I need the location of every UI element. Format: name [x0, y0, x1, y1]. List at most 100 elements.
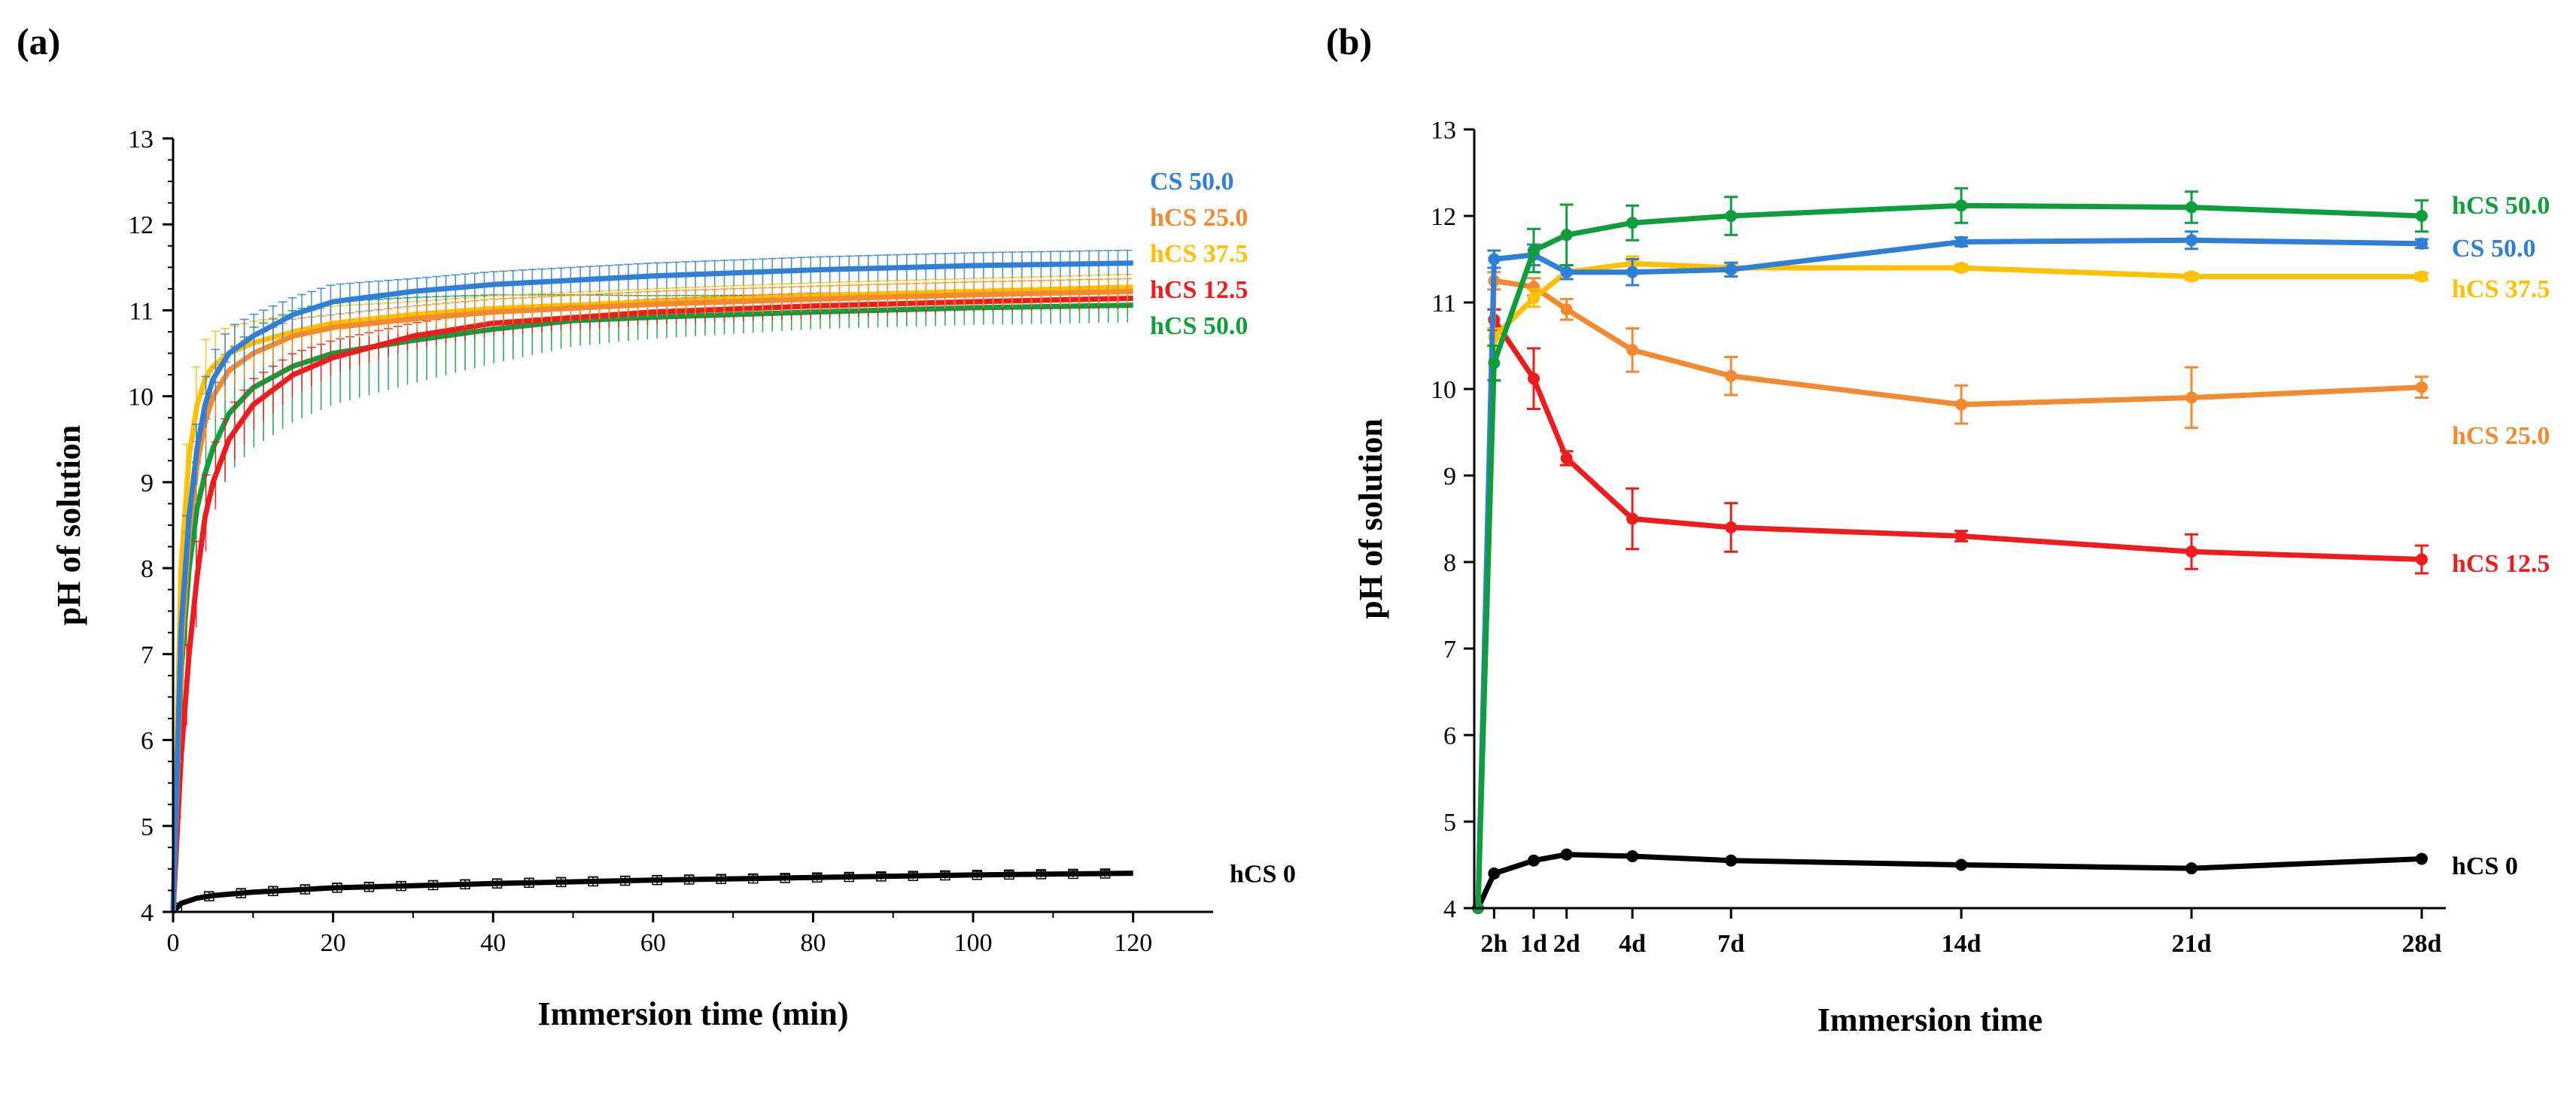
- chart-b-point: [2185, 862, 2198, 875]
- chart-b-x-ticks: 2h 1d 2d 4d 7d 14d 21d 28d: [1480, 908, 2442, 958]
- chart-b-point: [1626, 217, 1639, 229]
- chart-a-y-tick-label: 10: [128, 384, 154, 412]
- chart-b-x-tick-label: 14d: [1942, 930, 1981, 958]
- chart-a-y-tick-label: 13: [128, 126, 154, 153]
- chart-a-x-tick-label: 60: [640, 929, 666, 957]
- chart-a-series-hcs-12-5: [170, 287, 1133, 913]
- chart-a-x-tick-label: 40: [480, 929, 506, 957]
- chart-b-point: [1725, 369, 1738, 382]
- chart-b-point: [1560, 848, 1573, 861]
- chart-a-plot-area: [170, 249, 1133, 914]
- chart-a-line: [170, 260, 1133, 913]
- chart-a-y-tick-label: 9: [141, 469, 154, 497]
- chart-a-series-hcs-0: [171, 868, 1133, 914]
- chart-b-point: [1725, 521, 1738, 533]
- chart-a-line: [170, 288, 1133, 913]
- chart-b-line: [1475, 260, 2422, 909]
- chart-b-point: [2416, 381, 2428, 393]
- chart-a-legend-hcs-50-0: hCS 50.0: [1150, 312, 1248, 340]
- chart-b-point: [2416, 210, 2428, 222]
- chart-a-series-hcs-50-0: [170, 287, 1133, 913]
- chart-b-point: [1528, 245, 1540, 257]
- chart-b-point: [2416, 852, 2428, 865]
- chart-b-point: [1955, 858, 1968, 871]
- chart-b-series-hcs-37-5: [1472, 255, 2428, 914]
- chart-b-point: [2185, 391, 2198, 404]
- chart-b-point: [1488, 253, 1501, 266]
- chart-b-point: [1955, 235, 1968, 248]
- chart-b-label-hcs-37-5: hCS 37.5: [2452, 275, 2550, 303]
- chart-b-point: [2185, 270, 2198, 283]
- chart-a-x-tick-label: 80: [800, 929, 826, 957]
- chart-a-legend-hcs-37-5: hCS 37.5: [1150, 240, 1248, 268]
- chart-a-y-tick-label: 5: [141, 813, 154, 841]
- chart-a-line: [171, 871, 1133, 914]
- chart-a-legend-cs-50-0: CS 50.0: [1150, 168, 1233, 196]
- chart-b-point: [1488, 868, 1501, 880]
- chart-b-y-tick-label: 12: [1431, 203, 1456, 231]
- chart-b-x-tick-label: 1d: [1520, 930, 1547, 958]
- chart-b-legend: hCS 50.0 CS 50.0 hCS 37.5 hCS 25.0 hCS 12.5 h…: [2452, 192, 2550, 880]
- chart-a-y-tick-label: 11: [129, 297, 154, 325]
- chart-a-series-hcs-25-0: [170, 278, 1133, 913]
- chart-b-point: [1560, 303, 1573, 316]
- chart-b-point: [1528, 372, 1540, 385]
- chart-b-point: [1560, 229, 1573, 242]
- chart-b-point: [1626, 344, 1639, 357]
- chart-a-x-ticks: 0 20 40 60 80 100 120: [167, 912, 1152, 957]
- chart-b-line: [1475, 852, 2422, 910]
- chart-b-point: [1955, 530, 1968, 542]
- chart-b-y-tick-label: 9: [1443, 463, 1456, 491]
- chart-b-y-tick-label: 10: [1431, 376, 1456, 404]
- chart-b-label-hcs-25-0: hCS 25.0: [2452, 422, 2550, 450]
- chart-b-point: [1528, 854, 1540, 867]
- chart-b-y-tick-label: 6: [1443, 722, 1456, 750]
- chart-b-label-hcs-0: hCS 0: [2452, 852, 2518, 880]
- chart-b: 2h 1d 2d 4d 7d 14d 21d 28d 4 5 6 7 8 9 10 11 12 13 Immer…: [1352, 117, 2550, 1038]
- chart-a-legend-hcs-25-0: hCS 25.0: [1150, 204, 1248, 232]
- chart-a-series-hcs-37-5: [170, 273, 1133, 913]
- chart-a-x-tick-label: 120: [1114, 929, 1152, 957]
- chart-b-label-hcs-50-0: hCS 50.0: [2452, 192, 2550, 220]
- chart-b-x-tick-label: 28d: [2402, 930, 2442, 958]
- chart-b-y-tick-label: 7: [1443, 636, 1456, 664]
- chart-a-y-tick-label: 7: [141, 641, 154, 669]
- chart-b-point: [2416, 270, 2428, 283]
- chart-b-y-axis-title: pH of solution: [1352, 418, 1389, 619]
- chart-b-point: [1955, 199, 1968, 212]
- chart-b-point: [1626, 512, 1639, 525]
- chart-a: 0 20 40 60 80 100 120 4 5 6 7 8 9 10 11 12 13 Immersion…: [50, 126, 1296, 1032]
- chart-a-line: [170, 284, 1133, 913]
- chart-a-y-tick-label: 12: [128, 211, 154, 239]
- chart-b-series-hcs-12-5: [1472, 308, 2428, 914]
- chart-a-line: [170, 302, 1133, 913]
- chart-b-x-tick-label: 4d: [1619, 930, 1646, 958]
- chart-b-point: [1955, 398, 1968, 411]
- chart-b-series-hcs-0: [1472, 848, 2428, 914]
- panel-b-label: (b): [1326, 20, 1372, 62]
- chart-b-series-hcs-50-0: [1472, 187, 2428, 914]
- chart-b-line: [1475, 317, 2422, 909]
- chart-b-line: [1475, 278, 2422, 909]
- chart-b-point: [1560, 266, 1573, 278]
- chart-a-label-hcs-0: hCS 0: [1230, 861, 1296, 889]
- chart-b-point: [2185, 234, 2198, 247]
- chart-b-point: [1560, 452, 1573, 464]
- chart-b-series-hcs-25-0: [1472, 271, 2428, 914]
- chart-a-legend-hcs-12-5: hCS 12.5: [1150, 276, 1248, 304]
- chart-a-y-ticks: 4 5 6 7 8 9 10 11 12 13: [128, 126, 173, 927]
- chart-a-series-cs-50-0: [170, 249, 1133, 913]
- chart-b-y-tick-label: 5: [1443, 809, 1456, 837]
- chart-b-point: [1955, 262, 1968, 274]
- chart-a-y-tick-label: 6: [141, 728, 154, 755]
- chart-b-x-tick-label: 21d: [2172, 930, 2212, 958]
- chart-b-y-tick-label: 4: [1443, 895, 1456, 923]
- chart-a-x-tick-label: 20: [321, 929, 346, 957]
- chart-b-plot-area: [1472, 187, 2428, 914]
- chart-b-x-tick-label: 2h: [1480, 930, 1507, 958]
- panel-a-label: (a): [17, 20, 60, 62]
- chart-a-y-tick-label: 8: [141, 555, 154, 583]
- chart-b-point: [2185, 545, 2198, 558]
- chart-b-point: [1528, 292, 1540, 305]
